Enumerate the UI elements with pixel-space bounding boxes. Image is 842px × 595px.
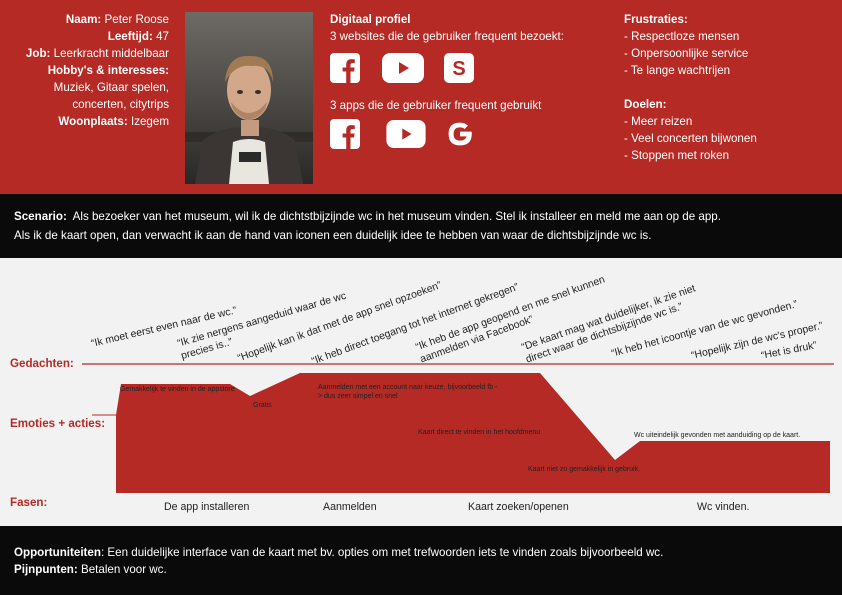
emotion-curve <box>116 373 830 493</box>
apps-text: 3 apps die de gebruiker frequent gebruik… <box>330 99 542 112</box>
frustration-item: - Onpersoonlijke service <box>624 47 749 60</box>
frustrations-title: Frustraties: <box>624 13 688 26</box>
row-label-thoughts: Gedachten: <box>10 357 74 370</box>
persona-portrait-illustration <box>185 12 313 184</box>
persona-details: Naam: Peter Roose Leeftijd: 47 Job: Leer… <box>0 11 169 130</box>
scenario-label: Scenario: <box>14 210 67 223</box>
persona-name: Peter Roose <box>104 13 169 26</box>
apps-text-wrap: 3 apps die de gebruiker frequent gebruik… <box>330 97 541 114</box>
annotation-free: Gratis <box>253 402 272 409</box>
scenario-line-2: Als ik de kaart open, dan verwacht ik aa… <box>14 229 652 242</box>
websites-text: 3 websites die de gebruiker frequent bez… <box>330 30 564 43</box>
frustration-item: - Respectloze mensen <box>624 30 740 43</box>
annotation-login: Aanmelden met een account naar keuze, bi… <box>318 384 498 400</box>
facebook-icon <box>330 53 360 83</box>
row-label-phases: Fasen: <box>10 496 48 509</box>
goal-item: - Meer reizen <box>624 115 693 128</box>
phase-login: Aanmelden <box>323 501 377 513</box>
annotation-map-menu: Kaart direct te vinden in het hoofdmenu <box>418 429 541 436</box>
job-label: Job: <box>25 47 51 60</box>
hobbies-line-1: Muziek, Gitaar spelen, <box>53 81 169 94</box>
insights-band: Opportuniteiten: Een duidelijke interfac… <box>0 526 842 595</box>
painpoints-label: Pijnpunten: <box>14 563 78 576</box>
persona-age: 47 <box>156 30 169 43</box>
hobbies-label: Hobby's & interesses: <box>47 64 169 77</box>
goals-section: Doelen: - Meer reizen - Veel concerten b… <box>624 96 757 164</box>
youtube-app-icon <box>386 120 426 148</box>
opportunities-text: : Een duidelijke interface van de kaart … <box>100 546 664 559</box>
persona-panel: Naam: Peter Roose Leeftijd: 47 Job: Leer… <box>0 0 842 194</box>
residence-label: Woonplaats: <box>58 115 128 128</box>
persona-job: Leerkracht middelbaar <box>53 47 169 60</box>
frustrations-section: Frustraties: - Respectloze mensen - Onpe… <box>624 11 748 79</box>
name-label: Naam: <box>65 13 102 26</box>
journey-graphics <box>82 363 834 493</box>
goals-title: Doelen: <box>624 98 667 111</box>
svg-text:S: S <box>452 58 465 80</box>
persona-residence: Izegem <box>130 115 169 128</box>
goal-item: - Veel concerten bijwonen <box>624 132 757 145</box>
annotation-appstore: Gemakkelijk te vinden in de appstore <box>120 386 235 393</box>
youtube-icon <box>382 53 424 83</box>
facebook-app-icon <box>330 119 360 149</box>
digital-profile: Digitaal profiel 3 websites die de gebru… <box>330 11 564 45</box>
painpoints-text: Betalen voor wc. <box>77 563 167 576</box>
phase-install: De app installeren <box>164 501 250 513</box>
google-icon <box>448 122 472 146</box>
goal-item: - Stoppen met roken <box>624 149 730 162</box>
annotation-map-hard: Kaart niet zo gemakkelijk in gebruik. <box>528 466 641 473</box>
phase-wc: Wc vinden. <box>697 501 750 513</box>
digital-profile-title: Digitaal profiel <box>330 13 411 26</box>
scenario-band: Scenario: Als bezoeker van het museum, w… <box>0 194 842 258</box>
scenario-line-1: Als bezoeker van het museum, wil ik de d… <box>72 210 721 223</box>
age-label: Leeftijd: <box>107 30 153 43</box>
frustration-item: - Te lange wachtrijen <box>624 64 731 77</box>
annotation-wc-found: Wc uiteindelijk gevonden met aanduiding … <box>634 432 801 439</box>
s-icon: S <box>444 53 474 83</box>
persona-photo <box>185 12 313 184</box>
row-label-emotions: Emoties + acties: <box>10 417 106 430</box>
journey-map: Gedachten: Emoties + acties: Fasen: “Ik … <box>0 258 842 526</box>
hobbies-line-2: concerten, citytrips <box>72 98 169 111</box>
opportunities-label: Opportuniteiten <box>14 546 101 559</box>
phase-map: Kaart zoeken/openen <box>468 501 569 513</box>
